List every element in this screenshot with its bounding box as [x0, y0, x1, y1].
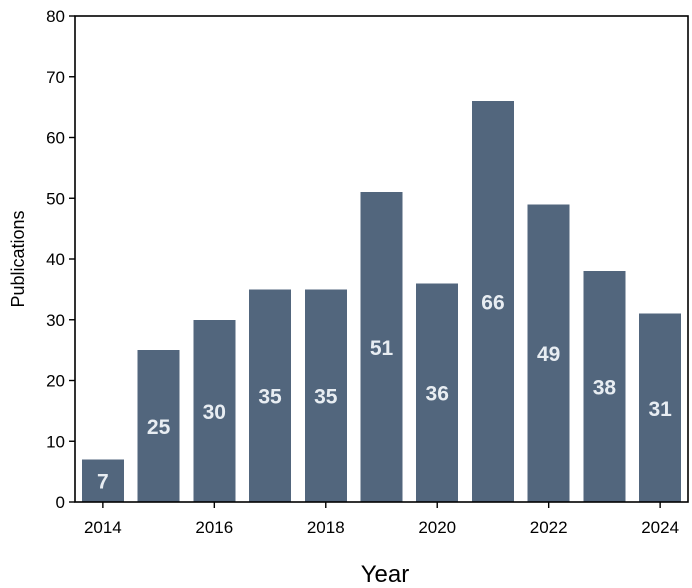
bar-2018	[304, 289, 347, 502]
bar-label-2024: 31	[648, 398, 672, 421]
bar-label-2017: 35	[258, 386, 282, 409]
bar-2024	[639, 313, 682, 502]
bar-2019	[360, 192, 403, 503]
plot-frame	[74, 15, 689, 503]
bar-label-2021: 66	[481, 292, 504, 315]
bar-label-2023: 38	[593, 377, 617, 400]
y-axis-title: Publications	[8, 210, 28, 307]
bar-2020	[416, 283, 459, 502]
x-tick-label: 2020	[418, 518, 456, 537]
y-tick-label: 0	[56, 493, 65, 512]
bar-label-2022: 49	[537, 343, 560, 366]
bar-2016	[193, 319, 236, 502]
bar-2021	[471, 101, 514, 503]
bar-2014	[81, 459, 124, 502]
bar-label-2016: 30	[203, 401, 226, 424]
bar-labels: 7 25 30 35 35 51 36 66 49 38 31	[97, 292, 672, 494]
y-tick-label: 70	[46, 68, 65, 87]
bar-2017	[249, 289, 292, 502]
y-axis-ticks: 0 10 20 30 40 50 60 70 80	[46, 7, 75, 512]
bars	[81, 101, 682, 503]
x-tick-label: 2022	[530, 518, 568, 537]
bar-label-2019: 51	[370, 337, 394, 360]
y-tick-label: 40	[46, 250, 65, 269]
bar-2023	[583, 271, 626, 502]
y-tick-label: 80	[46, 7, 65, 26]
y-tick-label: 50	[46, 189, 65, 208]
x-tick-label: 2016	[195, 518, 233, 537]
y-tick-label: 20	[46, 372, 65, 391]
bar-2015	[137, 350, 180, 502]
x-tick-label: 2024	[641, 518, 679, 537]
bar-2022	[527, 204, 570, 502]
bar-label-2014: 7	[97, 471, 109, 494]
y-tick-label: 10	[46, 432, 65, 451]
y-tick-label: 30	[46, 311, 65, 330]
x-tick-label: 2014	[84, 518, 122, 537]
bar-label-2020: 36	[426, 383, 449, 406]
x-axis-ticks: 2014 2016 2018 2020 2022 2024	[84, 502, 679, 537]
x-axis-title: Year	[361, 561, 410, 588]
bar-label-2018: 35	[314, 386, 338, 409]
bar-label-2015: 25	[147, 416, 171, 439]
y-tick-label: 60	[46, 129, 65, 148]
x-tick-label: 2018	[307, 518, 345, 537]
